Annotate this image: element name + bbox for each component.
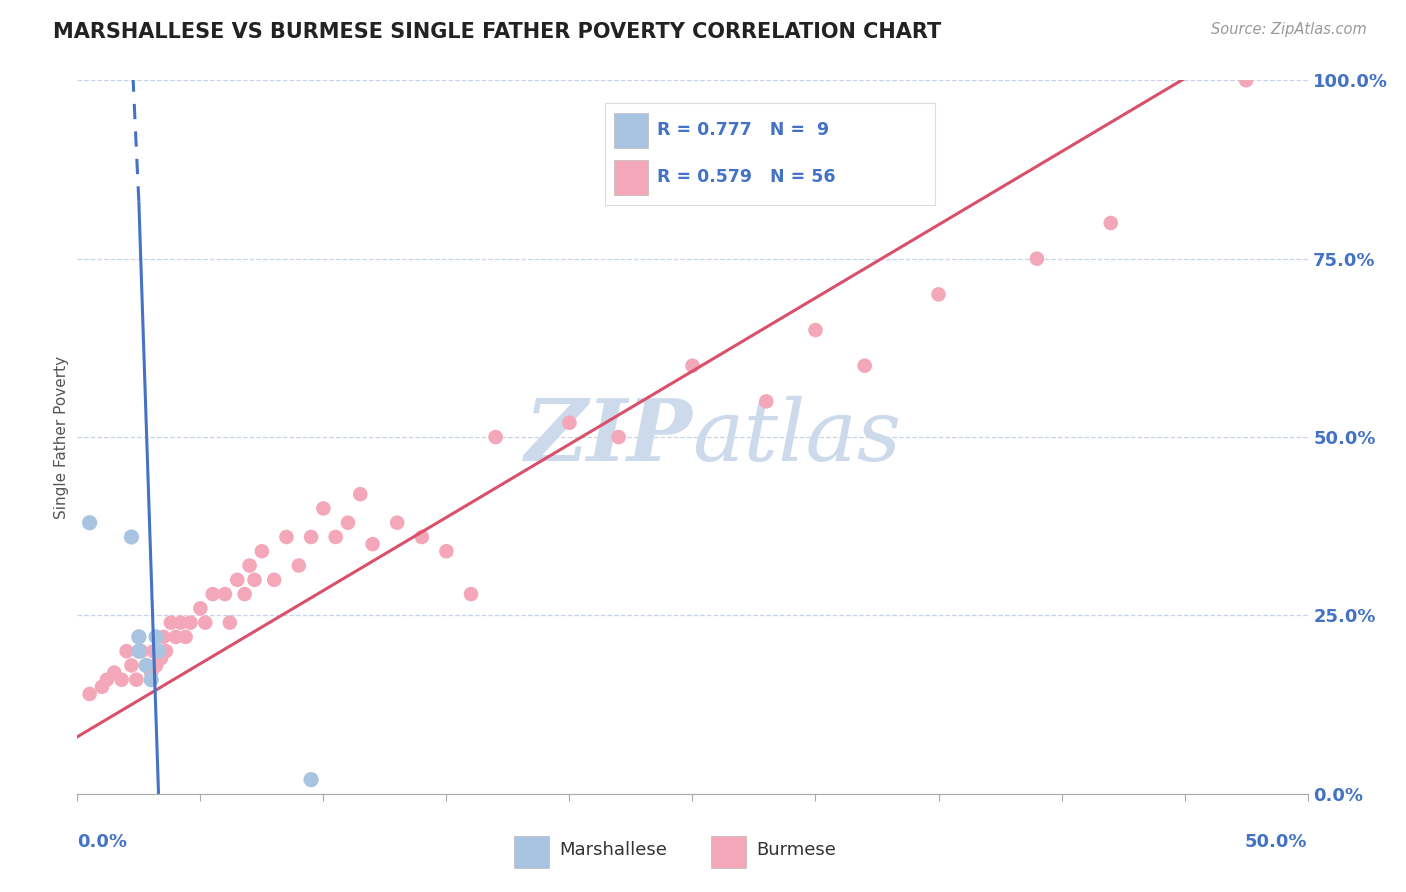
Bar	[614, 160, 648, 194]
Text: R = 0.579   N = 56: R = 0.579 N = 56	[658, 169, 837, 186]
Point	[219, 615, 242, 630]
Text: Source: ZipAtlas.com: Source: ZipAtlas.com	[1211, 22, 1367, 37]
Point	[485, 430, 508, 444]
Point	[165, 630, 187, 644]
Point	[90, 680, 114, 694]
Y-axis label: Single Father Poverty: Single Father Poverty	[53, 356, 69, 518]
Point	[201, 587, 224, 601]
Text: atlas: atlas	[693, 396, 901, 478]
Point	[111, 673, 132, 687]
Point	[79, 687, 101, 701]
Point	[128, 644, 150, 658]
Point	[243, 573, 266, 587]
Text: 50.0%: 50.0%	[1246, 833, 1308, 851]
Point	[460, 587, 482, 601]
Point	[1099, 216, 1122, 230]
Point	[755, 394, 778, 409]
Point	[160, 615, 183, 630]
Point	[180, 615, 202, 630]
Point	[239, 558, 262, 573]
Point	[142, 644, 165, 658]
Point	[387, 516, 409, 530]
Point	[312, 501, 335, 516]
Text: R = 0.777   N =  9: R = 0.777 N = 9	[658, 121, 830, 139]
Point	[125, 673, 148, 687]
Point	[128, 630, 150, 644]
Text: ZIP: ZIP	[524, 395, 693, 479]
Point	[288, 558, 311, 573]
Point	[299, 530, 322, 544]
Point	[135, 658, 157, 673]
Point	[121, 658, 143, 673]
Point	[325, 530, 347, 544]
Point	[558, 416, 581, 430]
Point	[79, 516, 101, 530]
Point	[150, 651, 173, 665]
Point	[928, 287, 950, 301]
Bar	[614, 112, 648, 148]
Point	[128, 630, 150, 644]
Point	[299, 772, 322, 787]
Point	[141, 673, 163, 687]
Point	[276, 530, 298, 544]
Point	[214, 587, 236, 601]
Point	[263, 573, 285, 587]
Point	[411, 530, 433, 544]
Point	[148, 644, 170, 658]
Point	[853, 359, 876, 373]
Point	[1026, 252, 1049, 266]
Point	[436, 544, 458, 558]
Point	[361, 537, 384, 551]
Text: MARSHALLESE VS BURMESE SINGLE FATHER POVERTY CORRELATION CHART: MARSHALLESE VS BURMESE SINGLE FATHER POV…	[53, 22, 942, 42]
Point	[152, 630, 174, 644]
Point	[174, 630, 197, 644]
Point	[1234, 73, 1257, 87]
Bar	[515, 837, 550, 868]
Point	[337, 516, 360, 530]
Point	[170, 615, 193, 630]
Point	[194, 615, 217, 630]
Point	[145, 630, 167, 644]
Point	[349, 487, 371, 501]
Point	[804, 323, 827, 337]
Point	[145, 658, 167, 673]
Point	[135, 658, 157, 673]
Point	[103, 665, 125, 680]
Point	[115, 644, 138, 658]
Point	[250, 544, 273, 558]
Point	[96, 673, 118, 687]
Bar	[711, 837, 747, 868]
Point	[233, 587, 256, 601]
Point	[121, 530, 143, 544]
Point	[607, 430, 630, 444]
Text: 0.0%: 0.0%	[77, 833, 128, 851]
Point	[682, 359, 704, 373]
Text: Marshallese: Marshallese	[560, 840, 668, 859]
Point	[226, 573, 249, 587]
Point	[131, 644, 153, 658]
Point	[155, 644, 177, 658]
Text: Burmese: Burmese	[756, 840, 837, 859]
Point	[190, 601, 212, 615]
Point	[141, 665, 163, 680]
